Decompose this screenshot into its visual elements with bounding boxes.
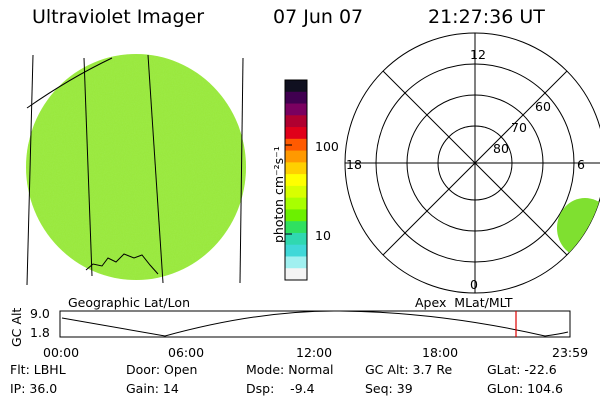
color-bar-unit-label: photon cm⁻²s⁻¹ bbox=[271, 146, 286, 243]
color-bar bbox=[284, 79, 308, 281]
latitude-line bbox=[26, 57, 113, 109]
instrument-title: Ultraviolet Imager bbox=[32, 6, 205, 28]
color-bar-tick-label: 10 bbox=[315, 228, 331, 243]
mlt-label-6: 6 bbox=[577, 157, 585, 172]
color-bar-segment bbox=[285, 174, 307, 187]
color-bar-segment bbox=[285, 256, 307, 269]
mlt-label-18: 18 bbox=[346, 157, 362, 172]
color-bar-segment bbox=[285, 221, 307, 234]
altitude-xtick: 12:00 bbox=[296, 345, 333, 360]
meridian-line bbox=[239, 57, 244, 284]
color-bar-segment bbox=[285, 185, 307, 199]
filter-status: Flt: LBHL bbox=[10, 362, 66, 377]
glat-status: GLat: -22.6 bbox=[487, 362, 557, 377]
polar-diagonal bbox=[382, 70, 568, 256]
color-bar-segment bbox=[285, 162, 307, 175]
ip-status: IP: 36.0 bbox=[10, 381, 58, 396]
mlt-label-0: 0 bbox=[470, 277, 478, 292]
mlat-label-60: 60 bbox=[535, 99, 551, 114]
seq-status: Seq: 39 bbox=[365, 381, 413, 396]
polar-caption: Apex MLat/MLT bbox=[415, 295, 513, 310]
mlt-label-12: 12 bbox=[470, 47, 486, 62]
color-bar-segment bbox=[285, 209, 307, 222]
geographic-caption: Geographic Lat/Lon bbox=[68, 295, 190, 310]
door-status: Door: Open bbox=[126, 362, 198, 377]
mlat-label-80: 80 bbox=[493, 141, 509, 156]
polar-plot bbox=[344, 32, 600, 294]
altitude-ylabel: GC Alt bbox=[9, 307, 24, 347]
color-bar-segment bbox=[285, 197, 307, 210]
color-bar-segment bbox=[285, 103, 307, 116]
altitude-xtick: 06:00 bbox=[168, 345, 205, 360]
time-label: 21:27:36 UT bbox=[428, 6, 545, 28]
altitude-xtick: 18:00 bbox=[422, 345, 459, 360]
mode-status: Mode: Normal bbox=[246, 362, 334, 377]
gc-alt-status: GC Alt: 3.7 Re bbox=[365, 362, 453, 377]
date-label: 07 Jun 07 bbox=[273, 6, 364, 28]
color-bar-segment bbox=[285, 138, 307, 152]
color-bar-frame bbox=[284, 79, 308, 281]
color-bar-tick-label: 100 bbox=[315, 139, 339, 154]
coastline bbox=[85, 253, 159, 275]
gain-status: Gain: 14 bbox=[126, 381, 179, 396]
dsp-status: Dsp: -9.4 bbox=[246, 381, 315, 396]
color-bar-segment bbox=[285, 80, 307, 93]
altitude-ytick: 9.0 bbox=[30, 306, 50, 321]
glon-status: GLon: 104.6 bbox=[487, 381, 563, 396]
color-bar-segment bbox=[285, 115, 307, 128]
color-bar-segment bbox=[285, 232, 307, 246]
geographic-map bbox=[26, 54, 246, 286]
mlat-label-70: 70 bbox=[511, 120, 527, 135]
altitude-curve bbox=[61, 310, 569, 337]
disk-texture bbox=[26, 54, 246, 280]
color-bar-segment bbox=[285, 268, 307, 281]
meridian-line bbox=[83, 57, 93, 277]
altitude-ytick: 1.8 bbox=[30, 325, 50, 340]
altitude-frame bbox=[59, 310, 571, 338]
meridian-line bbox=[26, 54, 34, 286]
altitude-xtick: 23:59 bbox=[552, 345, 589, 360]
color-bar-segment bbox=[285, 127, 307, 140]
color-bar-segment bbox=[285, 91, 307, 105]
meridian-line bbox=[147, 54, 164, 284]
altitude-plot bbox=[59, 310, 571, 338]
altitude-xtick: 00:00 bbox=[43, 345, 80, 360]
color-bar-segment bbox=[285, 244, 307, 257]
color-bar-segment bbox=[285, 150, 307, 163]
